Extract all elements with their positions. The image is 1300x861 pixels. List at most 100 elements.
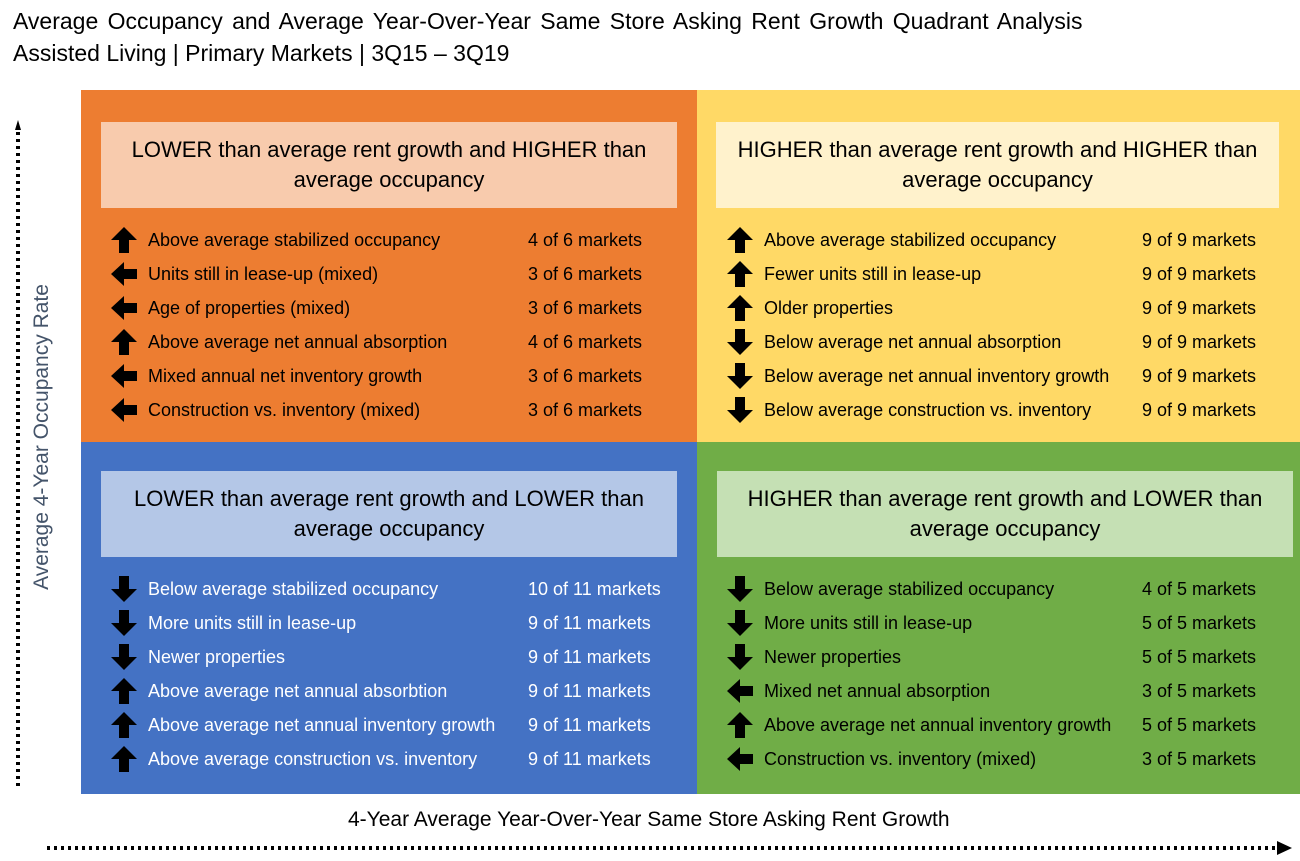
row-label: Above average construction vs. inventory	[148, 749, 478, 769]
row-label: Below average stabilized occupancy	[148, 579, 439, 599]
y-axis-label: Average 4-Year Occupancy Rate	[30, 284, 53, 590]
quadrant-bottom-right: HIGHER than average rent growth and LOWE…	[697, 442, 1300, 794]
quadrant-rows: Above average stabilized occupancy 9 of 9…	[725, 223, 1300, 427]
quadrant-rows: Below average stabilized occupancy 10 of …	[109, 572, 689, 776]
list-item: Newer properties 9 of 11 markets	[109, 640, 689, 674]
row-label: Below average construction vs. inventory	[764, 400, 1092, 420]
list-item: Above average net annual inventory growt…	[109, 708, 689, 742]
down-arrow-icon	[725, 608, 755, 638]
up-arrow-icon	[725, 225, 755, 255]
row-label: Below average net annual inventory growt…	[764, 366, 1110, 386]
row-count: 9 of 11 markets	[528, 647, 651, 667]
row-count: 3 of 6 markets	[528, 366, 643, 386]
up-arrow-icon	[725, 293, 755, 323]
list-item: More units still in lease-up 5 of 5 marke…	[725, 606, 1300, 640]
quadrant-header-text: LOWER than average rent growth and HIGHE…	[131, 137, 647, 192]
row-count: 4 of 6 markets	[528, 230, 643, 250]
row-label: Mixed annual net inventory growth	[148, 366, 423, 386]
quadrant-header: HIGHER than average rent growth and LOWE…	[717, 471, 1293, 557]
row-label: Below average stabilized occupancy	[764, 579, 1055, 599]
row-label: Above average stabilized occupancy	[764, 230, 1057, 250]
list-item: Mixed net annual absorption 3 of 5 market…	[725, 674, 1300, 708]
up-arrow-icon	[109, 710, 139, 740]
row-count: 9 of 9 markets	[1142, 230, 1257, 250]
row-label: Units still in lease-up (mixed)	[148, 264, 379, 284]
list-item: Newer properties 5 of 5 markets	[725, 640, 1300, 674]
list-item: Below average net annual inventory growt…	[725, 359, 1300, 393]
row-label: Fewer units still in lease-up	[764, 264, 982, 284]
up-arrow-icon	[109, 327, 139, 357]
left-arrow-icon	[109, 361, 139, 391]
x-axis-label: 4-Year Average Year-Over-Year Same Store…	[348, 808, 950, 831]
row-label: Above average net annual inventory growt…	[764, 715, 1112, 735]
row-label: Above average stabilized occupancy	[148, 230, 441, 250]
down-arrow-icon	[725, 642, 755, 672]
x-axis-arrow	[47, 841, 1292, 855]
quadrant-bottom-left: LOWER than average rent growth and LOWER…	[81, 442, 697, 794]
row-label: More units still in lease-up	[148, 613, 357, 633]
left-arrow-icon	[109, 395, 139, 425]
row-label: Above average net annual absorption	[148, 332, 448, 352]
row-count: 9 of 11 markets	[528, 749, 651, 769]
row-count: 9 of 9 markets	[1142, 400, 1257, 420]
down-arrow-icon	[725, 327, 755, 357]
row-label: Age of properties (mixed)	[148, 298, 351, 318]
up-arrow-icon	[109, 744, 139, 774]
row-count: 9 of 11 markets	[528, 715, 651, 735]
list-item: Construction vs. inventory (mixed) 3 of 5…	[725, 742, 1300, 776]
left-arrow-icon	[109, 259, 139, 289]
row-count: 3 of 5 markets	[1142, 749, 1257, 769]
list-item: Below average stabilized occupancy 4 of 5…	[725, 572, 1300, 606]
up-arrow-icon	[109, 676, 139, 706]
row-label: Below average net annual absorption	[764, 332, 1062, 352]
row-count: 4 of 5 markets	[1142, 579, 1257, 599]
row-label: Construction vs. inventory (mixed)	[148, 400, 421, 420]
row-count: 5 of 5 markets	[1142, 613, 1257, 633]
title-line-2: Assisted Living | Primary Markets | 3Q15…	[13, 40, 510, 66]
quadrant-header: HIGHER than average rent growth and HIGH…	[716, 122, 1279, 208]
quadrant-header-text: HIGHER than average rent growth and LOWE…	[747, 486, 1263, 541]
row-count: 9 of 11 markets	[528, 613, 651, 633]
down-arrow-icon	[725, 574, 755, 604]
row-count: 3 of 6 markets	[528, 400, 643, 420]
chart-title: Average Occupancy and Average Year-Over-…	[13, 5, 1082, 69]
row-label: Above average net annual absorbtion	[148, 681, 448, 701]
list-item: Above average stabilized occupancy 4 of 6…	[109, 223, 689, 257]
down-arrow-icon	[109, 574, 139, 604]
row-count: 9 of 9 markets	[1142, 264, 1257, 284]
list-item: Mixed annual net inventory growth 3 of 6 …	[109, 359, 689, 393]
left-arrow-icon	[109, 293, 139, 323]
down-arrow-icon	[725, 361, 755, 391]
up-arrow-icon	[725, 259, 755, 289]
row-count: 3 of 6 markets	[528, 298, 643, 318]
down-arrow-icon	[109, 642, 139, 672]
list-item: Older properties 9 of 9 markets	[725, 291, 1300, 325]
left-arrow-icon	[725, 744, 755, 774]
quadrant-top-right: HIGHER than average rent growth and HIGH…	[697, 90, 1300, 442]
list-item: Above average net annual inventory growt…	[725, 708, 1300, 742]
list-item: Fewer units still in lease-up 9 of 9 mark…	[725, 257, 1300, 291]
row-count: 5 of 5 markets	[1142, 647, 1257, 667]
list-item: Above average construction vs. inventory…	[109, 742, 689, 776]
up-arrow-icon	[109, 225, 139, 255]
row-count: 9 of 11 markets	[528, 681, 651, 701]
title-line-1: Average Occupancy and Average Year-Over-…	[13, 8, 1083, 34]
y-axis-arrow	[15, 120, 21, 788]
row-label: Mixed net annual absorption	[764, 681, 991, 701]
row-label: Newer properties	[764, 647, 902, 667]
list-item: Below average construction vs. inventory…	[725, 393, 1300, 427]
row-label: Newer properties	[148, 647, 286, 667]
list-item: Above average net annual absorption 4 of …	[109, 325, 689, 359]
quadrant-top-left: LOWER than average rent growth and HIGHE…	[81, 90, 697, 442]
row-count: 9 of 9 markets	[1142, 298, 1257, 318]
down-arrow-icon	[725, 395, 755, 425]
row-label: Older properties	[764, 298, 894, 318]
row-count: 9 of 9 markets	[1142, 332, 1257, 352]
row-count: 3 of 5 markets	[1142, 681, 1257, 701]
list-item: Below average stabilized occupancy 10 of …	[109, 572, 689, 606]
list-item: Above average net annual absorbtion 9 of …	[109, 674, 689, 708]
list-item: Below average net annual absorption 9 of …	[725, 325, 1300, 359]
row-count: 3 of 6 markets	[528, 264, 643, 284]
list-item: Age of properties (mixed) 3 of 6 markets	[109, 291, 689, 325]
row-count: 5 of 5 markets	[1142, 715, 1257, 735]
